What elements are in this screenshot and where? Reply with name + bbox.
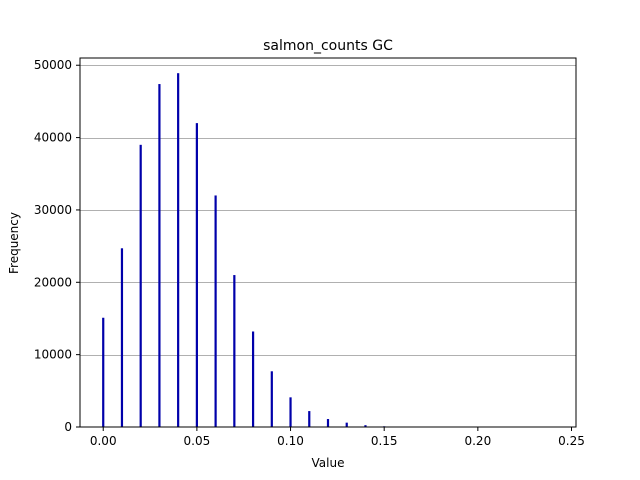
x-tick-label: 0.10 [277, 434, 304, 448]
y-tick-label: 40000 [34, 131, 72, 145]
histogram-bar [158, 84, 161, 428]
y-tick-label: 50000 [34, 58, 72, 72]
histogram-bar [251, 331, 255, 427]
gridlines [80, 65, 576, 356]
x-tick-label: 0.20 [464, 434, 491, 448]
chart-title: salmon_counts GC [263, 38, 393, 54]
x-tick-label: 0.15 [371, 434, 398, 448]
x-tick-label: 0.05 [184, 434, 211, 448]
histogram-bar [102, 317, 105, 427]
histogram-bar [308, 411, 311, 427]
y-tick-label: 30000 [34, 203, 72, 217]
y-tick-label: 10000 [34, 348, 72, 362]
y-axis-label: Frequency [7, 212, 21, 274]
bars [102, 73, 386, 428]
y-tick-label: 20000 [34, 275, 72, 289]
x-tick-label: 0.00 [90, 434, 117, 448]
histogram-bar [326, 419, 330, 427]
histogram-bar [177, 73, 180, 427]
histogram-bar [289, 397, 292, 427]
histogram-bar [120, 248, 124, 427]
x-tick-label: 0.25 [558, 434, 585, 448]
plot-frame [79, 57, 577, 428]
histogram-bar [214, 195, 217, 427]
histogram-bar [345, 422, 348, 427]
x-axis-label: Value [312, 456, 345, 470]
histogram-bar [139, 144, 142, 427]
histogram-bar [270, 371, 273, 427]
y-tick-label: 0 [64, 420, 72, 434]
axis-ticks: 0.00 0.05 0.10 0.15 0.20 0.25 0 10000 20000 30000… [34, 58, 585, 448]
histogram-bar [233, 275, 236, 427]
histogram-bar [195, 123, 198, 428]
histogram-bar [364, 425, 367, 427]
